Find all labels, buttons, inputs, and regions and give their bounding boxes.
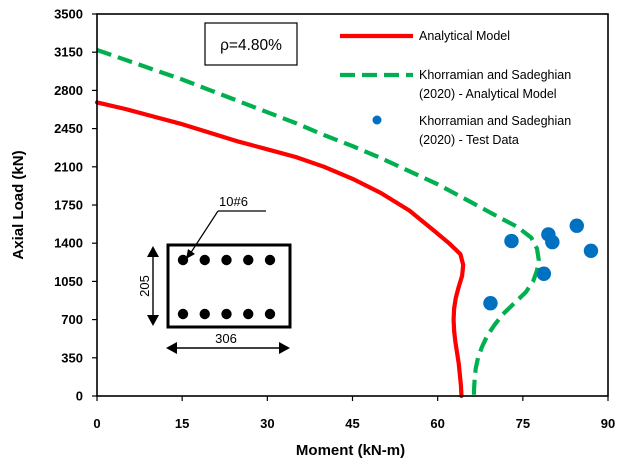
rho-annotation: ρ=4.80% — [220, 37, 282, 54]
section-outline — [166, 243, 292, 329]
legend-label-test-data-line1: Khorramian and Sadeghian — [419, 114, 571, 128]
test-data-point — [545, 234, 560, 250]
y-tick-label: 2800 — [54, 83, 83, 98]
rebar-dot — [264, 308, 276, 320]
analytical-model-line — [94, 100, 466, 399]
width-dim-arrow-right — [279, 342, 290, 354]
legend-label-analytical: Analytical Model — [419, 29, 510, 43]
x-tick-label: 0 — [93, 416, 100, 431]
y-tick-label: 2450 — [54, 121, 83, 136]
legend-layer: Analytical Model Khorramian and Sadeghian… — [340, 29, 571, 147]
rebar-dot — [221, 308, 232, 320]
legend-label-khorramian-model-line1: Khorramian and Sadeghian — [419, 68, 571, 82]
x-tick-label: 45 — [345, 416, 359, 431]
y-tick-label: 1750 — [54, 198, 83, 213]
y-tick-label: 0 — [76, 389, 83, 404]
y-tick-label: 3150 — [54, 45, 83, 60]
y-tick-label: 350 — [61, 350, 83, 365]
rebar-dot — [199, 254, 210, 266]
height-dim-label: 205 — [137, 275, 152, 297]
y-tick-label: 3500 — [54, 7, 83, 22]
width-dim-arrow-left — [166, 342, 177, 354]
test-data-point — [504, 233, 519, 249]
rho-annotation-box: ρ=4.80% — [204, 22, 298, 66]
x-axis-title: Moment (kN-m) — [296, 442, 405, 459]
khorramian-analytical-model-line — [96, 48, 541, 396]
plot-layer — [94, 48, 599, 399]
legend-label-khorramian-model-line2: (2020) - Analytical Model — [419, 87, 557, 101]
y-tick-label: 1050 — [54, 274, 83, 289]
test-data-point — [583, 243, 599, 259]
rebar-dot — [264, 254, 276, 266]
test-data-point — [483, 296, 498, 311]
legend-swatch-test-data — [372, 115, 382, 125]
x-tick-label: 90 — [601, 416, 615, 431]
height-dim-arrow-top — [147, 246, 159, 257]
test-data-point — [569, 218, 584, 233]
x-tick-label: 30 — [260, 416, 274, 431]
test-data-point — [536, 266, 552, 281]
rho-box-frame — [204, 22, 298, 66]
x-tick-label: 15 — [175, 416, 189, 431]
rebar-dot — [177, 254, 189, 266]
width-dim-label: 306 — [215, 331, 237, 346]
y-axis-title: Axial Load (kN) — [10, 150, 27, 259]
y-tick-label: 2100 — [54, 159, 83, 174]
rebar-dot — [243, 308, 254, 320]
rebar-group — [177, 254, 276, 320]
cross-section-inset: 10#6 205 306 — [137, 194, 292, 354]
y-tick-label: 700 — [61, 312, 83, 327]
rebar-dot — [221, 254, 232, 266]
rebar-label: 10#6 — [219, 194, 248, 209]
y-tick-label: 1400 — [54, 236, 83, 251]
rebar-dot — [177, 308, 189, 320]
x-tick-label: 75 — [516, 416, 530, 431]
label-arrowhead — [186, 249, 195, 259]
height-dim-arrow-bottom — [147, 315, 159, 326]
legend-label-test-data-line2: (2020) - Test Data — [419, 133, 519, 147]
label-leader-line — [189, 210, 219, 255]
x-tick-label: 60 — [430, 416, 444, 431]
axes-layer: 0 15 30 45 60 75 90 0 350 700 1050 1400 1750 2100 2450… — [10, 7, 615, 460]
rebar-dot — [243, 254, 254, 266]
rebar-dot — [199, 308, 210, 320]
